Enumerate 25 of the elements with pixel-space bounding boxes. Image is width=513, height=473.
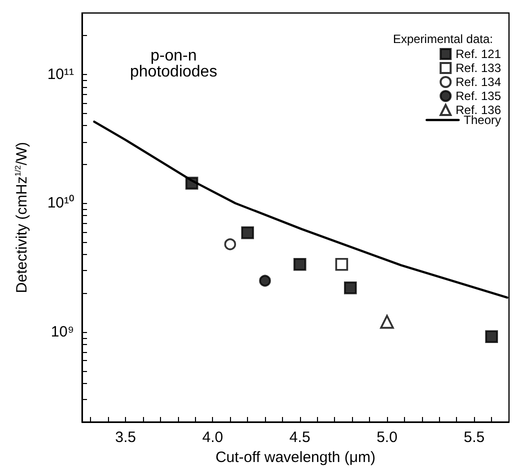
legend-label: Theory bbox=[464, 113, 502, 127]
legend-label: Ref. 121 bbox=[456, 47, 502, 61]
x-tick-label: 5.0 bbox=[376, 429, 398, 446]
point bbox=[241, 226, 254, 240]
x-tick-label: 4.5 bbox=[289, 429, 310, 446]
point bbox=[380, 314, 394, 329]
point bbox=[344, 281, 357, 294]
x-axis-title: Cut-off wavelength (μm) bbox=[215, 448, 376, 466]
point bbox=[259, 274, 271, 287]
y-tick-label: 10⁹ bbox=[50, 323, 74, 340]
x-tick-label: 4.0 bbox=[202, 429, 224, 446]
x-tick-label: 5.5 bbox=[464, 429, 485, 446]
point bbox=[293, 258, 306, 271]
y-axis-title: Detectivity (cmHz1/2/W) bbox=[14, 142, 30, 294]
legend-label: Ref. 135 bbox=[456, 89, 502, 103]
y-tick-label: 10¹¹ bbox=[47, 66, 74, 83]
annotation: p-on-n photodiodes bbox=[130, 48, 218, 80]
y-tick-label: 10¹⁰ bbox=[47, 194, 74, 212]
point bbox=[335, 258, 348, 271]
legend-label: Ref. 134 bbox=[456, 75, 502, 89]
point bbox=[224, 238, 236, 250]
point bbox=[485, 330, 498, 344]
legend-label: Ref. 133 bbox=[456, 61, 502, 75]
legend-title: Experimental data: bbox=[392, 32, 494, 46]
x-tick-label: 3.5 bbox=[115, 429, 136, 446]
